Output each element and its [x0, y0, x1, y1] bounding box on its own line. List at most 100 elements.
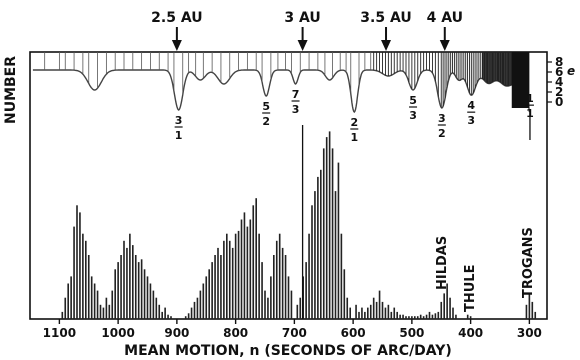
histogram-bar [408, 316, 410, 319]
histogram-bar [340, 233, 343, 319]
histogram-bar [149, 283, 152, 319]
histogram-bar [469, 316, 472, 319]
histogram-bar [223, 240, 225, 319]
histogram-bar [322, 148, 325, 319]
x-tick-label: 400 [458, 326, 483, 340]
resonance-curve-panel [32, 52, 531, 114]
histogram-bar [267, 297, 269, 319]
au-marker-label: 3.5 AU [360, 10, 411, 26]
resonance-numerator: 3 [438, 112, 446, 125]
histogram-bar [381, 301, 384, 319]
au-marker-arrow-head [297, 40, 308, 51]
histogram-bar [416, 316, 419, 319]
histogram-bar [205, 276, 208, 319]
au-marker-label: 4 AU [427, 10, 463, 26]
side-axis-units-label: e [567, 64, 575, 78]
histogram-bar [275, 240, 278, 319]
histogram-bar [90, 276, 93, 319]
au-markers: 2.5 AU 3 AU 3.5 AU 4 AU [151, 10, 463, 51]
histogram-bar [414, 316, 416, 319]
histogram-bar [76, 205, 78, 319]
histogram-bar [367, 307, 369, 319]
resonance-denominator: 2 [438, 127, 446, 140]
histogram-bar [278, 233, 281, 319]
side-tick-label: 0 [555, 95, 563, 109]
histogram-bar [525, 304, 528, 319]
histogram-bar [405, 316, 407, 319]
group-label: TROGANS [521, 227, 536, 298]
histogram-bar [355, 304, 357, 319]
histogram-bar [334, 191, 337, 319]
x-tick-label: 1100 [43, 326, 76, 340]
histogram-bars [61, 131, 537, 320]
histogram-bar [384, 307, 387, 319]
resonance-denominator: 2 [262, 115, 270, 128]
histogram-bar [190, 307, 193, 319]
histogram-bar [61, 311, 64, 319]
histogram-bar [531, 301, 534, 319]
histogram-bar [202, 283, 205, 319]
histogram-bar [243, 212, 246, 319]
histogram-bar [96, 290, 99, 319]
histogram-bar [102, 307, 105, 319]
histogram-bar [466, 314, 469, 319]
dense-hatch-block [511, 52, 530, 108]
resonance-numerator: 1 [526, 92, 534, 105]
histogram-bar [73, 226, 75, 319]
histogram-bar [428, 311, 431, 319]
histogram-bar [308, 233, 310, 319]
histogram-bar [228, 240, 231, 319]
histogram-bar [67, 283, 69, 319]
histogram-bar [137, 262, 140, 319]
histogram-bar [317, 176, 319, 319]
histogram-bar [87, 255, 90, 319]
histogram-bar [364, 311, 366, 319]
resonance-curve [32, 69, 531, 114]
x-tick-label: 900 [164, 326, 189, 340]
histogram-bar [99, 304, 102, 319]
group-labels: HILDAS THULE TROGANS [435, 227, 536, 312]
histogram-bar [337, 162, 340, 319]
x-axis-title: MEAN MOTION, n (SECONDS OF ARC/DAY) [124, 343, 452, 359]
histogram-bar [270, 276, 272, 319]
group-label: HILDAS [435, 236, 450, 290]
histogram-bar [143, 269, 146, 320]
histogram-bar [528, 293, 531, 319]
histogram-bar [140, 259, 143, 319]
histogram-bar [123, 240, 125, 319]
histogram-bar [305, 262, 307, 319]
histogram-bar [446, 283, 448, 319]
histogram-bar [167, 314, 169, 319]
histogram-bar [346, 297, 349, 319]
histogram-bar [146, 276, 149, 319]
resonance-numerator: 5 [262, 100, 270, 113]
histogram-bar [231, 247, 234, 319]
histogram-bar [105, 297, 108, 319]
histogram-bar [314, 191, 316, 319]
histogram-bar [402, 314, 404, 319]
histogram-bar [226, 233, 228, 319]
group-label: THULE [463, 265, 478, 312]
histogram-bar [134, 255, 137, 319]
au-marker-arrow-head [171, 40, 182, 51]
histogram-bar [393, 307, 396, 319]
histogram-bar [170, 316, 172, 319]
histogram-bar [328, 131, 331, 319]
histogram-bar [349, 307, 351, 319]
histogram-bar [164, 307, 166, 319]
histogram-bar [252, 205, 255, 319]
histogram-bar [372, 297, 375, 319]
histogram-bar [434, 313, 437, 319]
histogram-bar [132, 245, 134, 319]
histogram-bar [220, 255, 222, 319]
histogram-bar [193, 301, 196, 319]
x-tick-label: 1000 [101, 326, 134, 340]
histogram-bar [452, 307, 454, 319]
histogram-bar [234, 233, 237, 319]
au-marker-label: 2.5 AU [151, 10, 202, 26]
resonance-denominator: 1 [175, 129, 183, 142]
histogram-bar [419, 314, 422, 319]
histogram-bar [208, 269, 210, 320]
